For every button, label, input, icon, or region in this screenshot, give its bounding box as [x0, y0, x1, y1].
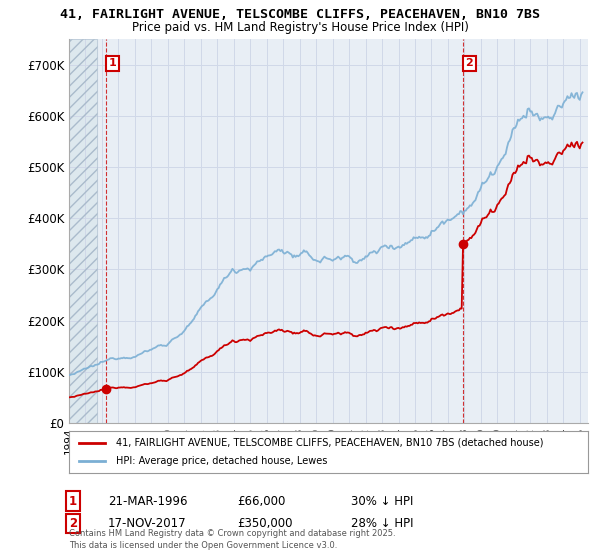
- Text: HPI: Average price, detached house, Lewes: HPI: Average price, detached house, Lewe…: [116, 456, 327, 466]
- Text: £350,000: £350,000: [237, 517, 293, 530]
- Text: 1: 1: [109, 58, 116, 68]
- Bar: [69, 39, 97, 423]
- Text: Price paid vs. HM Land Registry's House Price Index (HPI): Price paid vs. HM Land Registry's House …: [131, 21, 469, 34]
- Text: 1: 1: [69, 494, 77, 508]
- Text: 30% ↓ HPI: 30% ↓ HPI: [351, 494, 413, 508]
- Text: 41, FAIRLIGHT AVENUE, TELSCOMBE CLIFFS, PEACEHAVEN, BN10 7BS (detached house): 41, FAIRLIGHT AVENUE, TELSCOMBE CLIFFS, …: [116, 438, 543, 448]
- Text: 21-MAR-1996: 21-MAR-1996: [108, 494, 187, 508]
- Text: 41, FAIRLIGHT AVENUE, TELSCOMBE CLIFFS, PEACEHAVEN, BN10 7BS: 41, FAIRLIGHT AVENUE, TELSCOMBE CLIFFS, …: [60, 8, 540, 21]
- Text: Contains HM Land Registry data © Crown copyright and database right 2025.
This d: Contains HM Land Registry data © Crown c…: [69, 529, 395, 550]
- Text: 2: 2: [466, 58, 473, 68]
- Text: 28% ↓ HPI: 28% ↓ HPI: [351, 517, 413, 530]
- Text: £66,000: £66,000: [237, 494, 286, 508]
- Text: 2: 2: [69, 517, 77, 530]
- Text: 17-NOV-2017: 17-NOV-2017: [108, 517, 187, 530]
- Bar: [69, 39, 97, 423]
